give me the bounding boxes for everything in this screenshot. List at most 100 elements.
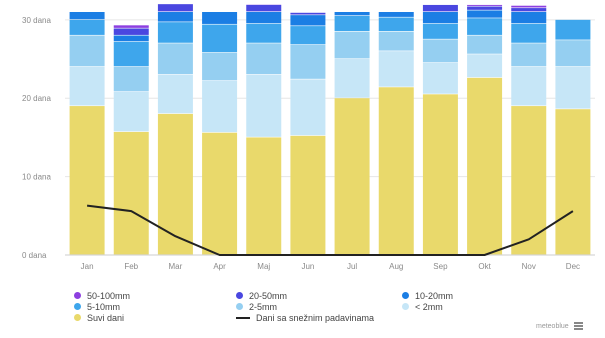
menu-icon[interactable] [573,322,583,330]
x-tick-label: Jul [347,262,357,271]
legend-label: Dani sa snežnim padavinama [256,312,375,323]
bar-segment [202,12,238,24]
x-tick-label: Jun [301,262,314,271]
x-tick-label: Aug [389,262,403,271]
bar-segment [422,94,458,255]
bar-segment [467,35,503,54]
bar-segment [113,35,149,42]
legend-item-lt-2mm[interactable]: < 2mm [402,301,512,312]
bar-segment [422,23,458,39]
bar-segment [246,12,282,24]
bar-segment [113,91,149,132]
bar-segment [511,5,547,8]
bar-segment [334,15,370,31]
bar-segment [467,10,503,18]
bar-segment [467,4,503,6]
bar-segment [157,43,193,75]
bar-segment [290,79,326,136]
legend-item-10-20mm[interactable]: 10-20mm [402,290,512,301]
bar-segment [467,54,503,78]
legend-label: < 2mm [415,301,443,312]
x-tick-label: Jan [81,262,94,271]
legend-label: Suvi dani [87,312,125,323]
bar-segment [157,22,193,43]
legend-label: 20-50mm [249,290,288,301]
bar-segment [113,41,149,67]
bar-segment [157,74,193,114]
bar-segment [246,23,282,43]
legend-swatch [74,303,81,310]
x-tick-label: Okt [478,262,491,271]
bar-segment [378,51,414,87]
bar-segment [422,62,458,94]
bar-segment [422,39,458,63]
bar-segment [334,12,370,16]
bar-segment [157,4,193,12]
legend-item-snow-days[interactable]: Dani sa snežnim padavinama [236,312,402,323]
bar-segment [202,80,238,133]
x-tick-label: Maj [257,262,270,271]
bar-segment [113,66,149,92]
bar-segment [334,98,370,255]
bar-segment [511,12,547,24]
bar-segment [422,4,458,12]
brand-label[interactable]: meteoblue [536,322,569,330]
x-tick-label: Dec [566,262,580,271]
bar-segment [69,12,105,20]
bar-segment [378,31,414,51]
legend-swatch [74,292,81,299]
bar-segment [69,19,105,35]
bar-segment [113,25,149,28]
legend-swatch [402,303,409,310]
bar-segment [290,26,326,45]
legend-swatch [74,314,81,321]
bar-segment [467,6,503,10]
bar-segment [246,4,282,12]
bar-segment [246,137,282,255]
legend-item-dry-days[interactable]: Suvi dani [74,312,236,323]
bar-segment [113,28,149,35]
bar-segment [202,24,238,53]
chart-legend: 50-100mm 20-50mm 10-20mm 5-10mm 2-5mm < … [74,290,494,323]
legend-label: 10-20mm [415,290,454,301]
bar-segment [378,87,414,255]
bar-segment [422,12,458,24]
y-tick-label: 20 dana [22,94,51,103]
y-tick-label: 10 dana [22,173,51,182]
bar-segment [113,131,149,255]
legend-swatch [402,292,409,299]
bar-segment [69,106,105,255]
bar-segment [202,52,238,81]
legend-item-2-5mm[interactable]: 2-5mm [236,301,402,312]
bar-segment [555,19,591,40]
y-tick-label: 30 dana [22,16,51,25]
legend-swatch [236,303,243,310]
x-tick-label: Nov [522,262,536,271]
bar-segment [511,23,547,43]
brand-credit: meteoblue [536,322,583,330]
y-tick-label: 0 dana [22,251,47,260]
bar-segment [69,66,105,106]
bar-segment [290,12,326,15]
bar-segment [202,132,238,255]
legend-label: 5-10mm [87,301,121,312]
x-tick-label: Apr [213,262,226,271]
bar-segment [157,113,193,255]
bar-segment [511,8,547,12]
legend-label: 50-100mm [87,290,131,301]
legend-line-swatch [236,316,250,319]
bar-segment [467,77,503,255]
bar-segment [334,59,370,98]
bar-segment [555,109,591,255]
bar-segment [467,18,503,35]
snow-days-line [86,204,574,256]
legend-item-5-10mm[interactable]: 5-10mm [74,301,236,312]
legend-swatch [236,292,243,299]
legend-item-50-100mm[interactable]: 50-100mm [74,290,236,301]
bar-segment [157,12,193,22]
bar-segment [290,15,326,26]
legend-item-20-50mm[interactable]: 20-50mm [236,290,402,301]
bar-segment [69,35,105,67]
bar-segment [511,43,547,67]
